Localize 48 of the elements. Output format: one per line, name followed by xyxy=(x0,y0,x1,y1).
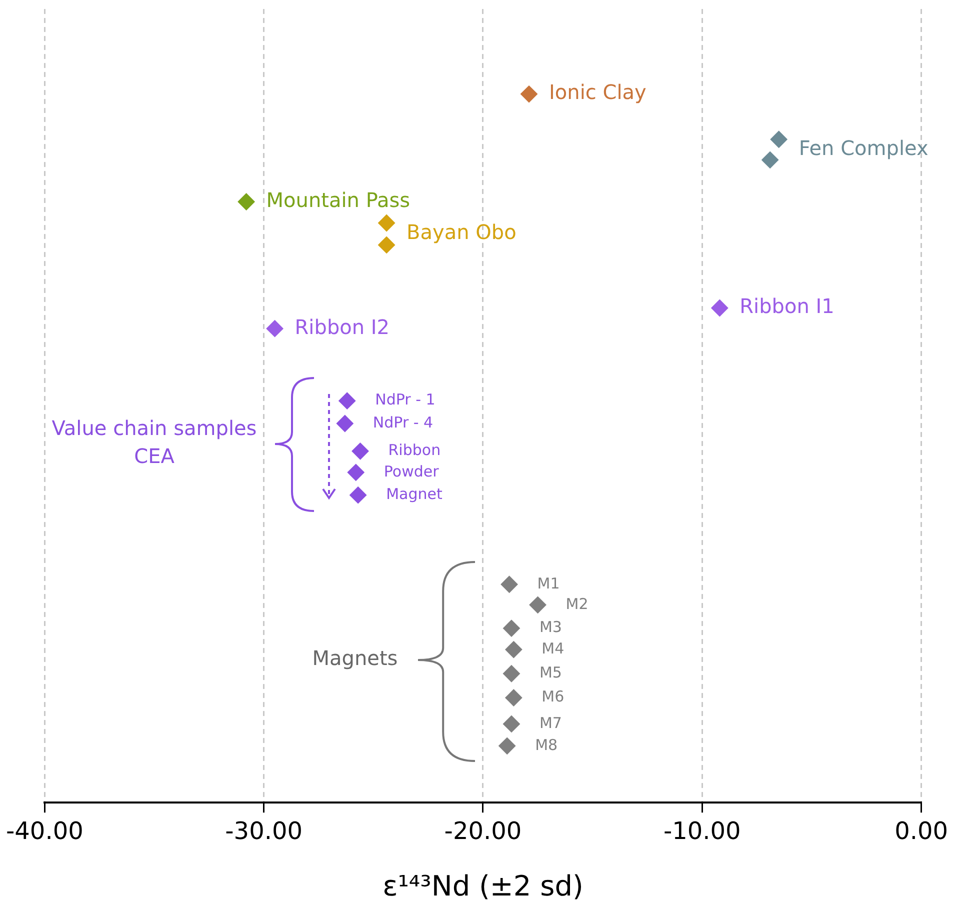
point xyxy=(770,130,788,148)
series-label: Ribbon I1 xyxy=(740,294,834,318)
series-label: M3 xyxy=(539,618,562,636)
point xyxy=(378,236,396,254)
series-label: M7 xyxy=(539,714,562,732)
x-tick-label: 0.00 xyxy=(894,817,948,846)
point xyxy=(498,737,516,754)
x-tick-label: -40.00 xyxy=(6,817,84,846)
annotation: Magnets xyxy=(312,646,398,670)
series-label: Ribbon I2 xyxy=(294,314,390,339)
series-label: M1 xyxy=(537,574,560,592)
point xyxy=(350,486,367,504)
point xyxy=(502,665,520,682)
point xyxy=(500,576,518,593)
point xyxy=(347,464,364,481)
point xyxy=(505,689,522,706)
point xyxy=(352,442,369,460)
point xyxy=(266,320,284,338)
x-tick-label: -10.00 xyxy=(663,817,741,846)
series-label: NdPr - 4 xyxy=(372,413,434,432)
series-label: Fen Complex xyxy=(798,136,928,160)
point xyxy=(336,415,354,432)
point xyxy=(502,620,520,637)
x-tick-label: -20.00 xyxy=(444,817,522,846)
series-label: Powder xyxy=(384,462,440,480)
series-label: Ribbon xyxy=(388,441,441,460)
series-label: Bayan Obo xyxy=(406,220,516,244)
series-label: M6 xyxy=(542,688,564,706)
point xyxy=(520,86,538,103)
series-label: Ionic Clay xyxy=(549,80,646,104)
series-label: NdPr - 1 xyxy=(375,390,436,409)
annotation: Value chain samples CEA xyxy=(52,416,257,468)
point xyxy=(529,596,546,614)
series-label: M2 xyxy=(566,594,588,613)
x-axis-title: ε¹⁴³Nd (±2 sd) xyxy=(382,869,584,902)
point xyxy=(762,151,779,168)
point xyxy=(502,715,520,732)
point xyxy=(505,641,522,658)
x-tick-label: -30.00 xyxy=(225,817,303,846)
point xyxy=(238,193,255,210)
point xyxy=(378,214,396,232)
point xyxy=(711,300,728,317)
series-label: Magnet xyxy=(386,484,442,503)
series-label: M5 xyxy=(539,664,562,682)
series-label: Mountain Pass xyxy=(266,188,410,212)
series-label: M4 xyxy=(542,639,564,658)
series-label: M8 xyxy=(535,736,558,754)
point xyxy=(338,392,356,410)
